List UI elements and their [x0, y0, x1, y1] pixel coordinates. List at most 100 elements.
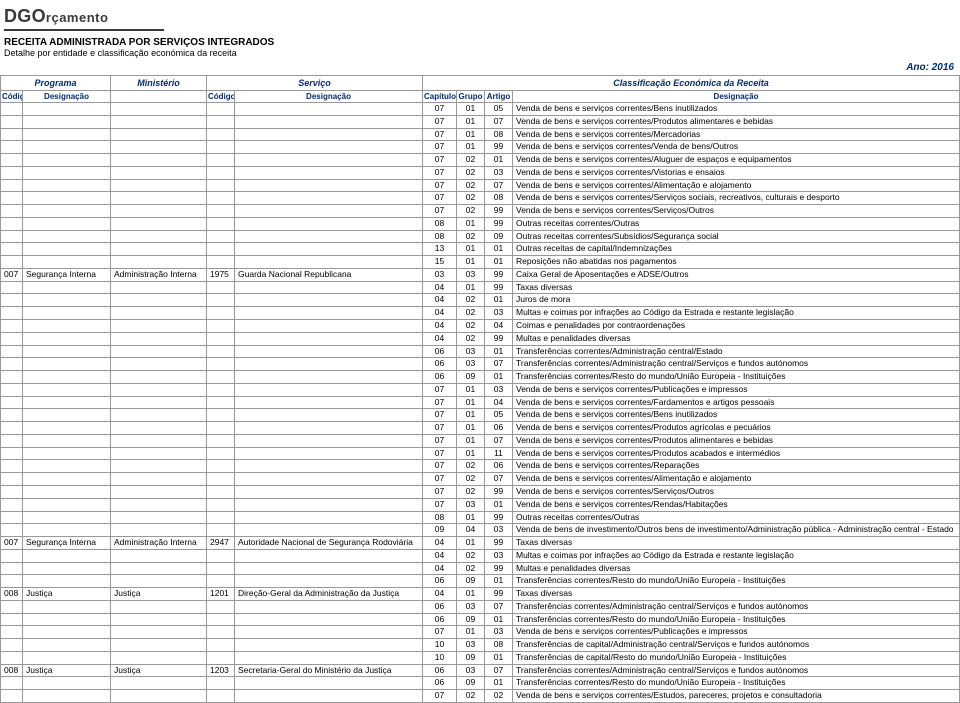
- table-cell: [1, 396, 23, 409]
- table-cell: [111, 524, 207, 537]
- table-row: 040203Multas e coimas por infrações ao C…: [1, 307, 960, 320]
- table-row: 070206Venda de bens e serviços correntes…: [1, 460, 960, 473]
- table-cell: 07: [485, 115, 513, 128]
- group-header-row: Programa Ministério Serviço Classificaçã…: [1, 76, 960, 91]
- table-cell: [235, 154, 423, 167]
- table-cell: [207, 192, 235, 205]
- table-cell: [207, 409, 235, 422]
- table-cell: 01: [457, 383, 485, 396]
- table-cell: [23, 154, 111, 167]
- table-row: 060307Transferências correntes/Administr…: [1, 358, 960, 371]
- th-capitulo: Capítulo: [423, 91, 457, 103]
- table-cell: [23, 549, 111, 562]
- table-cell: 007: [1, 537, 23, 550]
- table-cell: [23, 332, 111, 345]
- table-row: 150101Reposições não abatidas nos pagame…: [1, 256, 960, 269]
- table-row: 070199Venda de bens e serviços correntes…: [1, 141, 960, 154]
- table-cell: 05: [485, 103, 513, 116]
- table-cell: 99: [485, 205, 513, 218]
- table-cell: 04: [423, 562, 457, 575]
- table-cell: [207, 307, 235, 320]
- table-cell: [111, 166, 207, 179]
- table-cell: 06: [423, 575, 457, 588]
- table-cell: 04: [457, 524, 485, 537]
- table-cell: Administração Interna: [111, 268, 207, 281]
- table-cell: [235, 511, 423, 524]
- table-cell: [207, 383, 235, 396]
- table-row: 060901Transferências correntes/Resto do …: [1, 613, 960, 626]
- col-header-row: Código Designação Código Designação Capí…: [1, 91, 960, 103]
- table-cell: 02: [457, 485, 485, 498]
- table-row: 070202Venda de bens e serviços correntes…: [1, 690, 960, 703]
- table-cell: [1, 409, 23, 422]
- table-row: 060901Transferências correntes/Resto do …: [1, 371, 960, 384]
- table-cell: 02: [457, 549, 485, 562]
- table-cell: [111, 600, 207, 613]
- table-row: 070107Venda de bens e serviços correntes…: [1, 115, 960, 128]
- table-cell: [1, 205, 23, 218]
- table-cell: [111, 498, 207, 511]
- table-cell: [207, 626, 235, 639]
- table-cell: Venda de bens e serviços correntes/Produ…: [513, 447, 960, 460]
- table-cell: [1, 677, 23, 690]
- table-cell: Segurança Interna: [23, 268, 111, 281]
- table-cell: Outras receitas correntes/Subsídios/Segu…: [513, 230, 960, 243]
- table-cell: [23, 243, 111, 256]
- table-row: 070108Venda de bens e serviços correntes…: [1, 128, 960, 141]
- table-cell: [23, 600, 111, 613]
- table-cell: [235, 320, 423, 333]
- table-cell: [1, 575, 23, 588]
- table-cell: [235, 281, 423, 294]
- table-cell: Venda de bens e serviços correntes/Servi…: [513, 205, 960, 218]
- table-cell: 01: [485, 613, 513, 626]
- table-cell: [111, 320, 207, 333]
- table-cell: [207, 562, 235, 575]
- table-cell: [235, 192, 423, 205]
- table-cell: [235, 639, 423, 652]
- table-cell: 07: [423, 128, 457, 141]
- table-cell: [111, 179, 207, 192]
- table-cell: [23, 371, 111, 384]
- table-cell: [111, 690, 207, 703]
- table-cell: [207, 460, 235, 473]
- table-cell: [1, 332, 23, 345]
- table-cell: Justiça: [23, 664, 111, 677]
- table-cell: [111, 243, 207, 256]
- table-cell: 08: [423, 511, 457, 524]
- table-cell: [207, 447, 235, 460]
- table-cell: [235, 205, 423, 218]
- table-cell: [23, 307, 111, 320]
- table-cell: [111, 396, 207, 409]
- table-row: 090403Venda de bens de investimento/Outr…: [1, 524, 960, 537]
- table-cell: 07: [423, 192, 457, 205]
- table-cell: [111, 422, 207, 435]
- table-cell: 07: [485, 179, 513, 192]
- table-cell: [235, 230, 423, 243]
- table-row: 070299Venda de bens e serviços correntes…: [1, 485, 960, 498]
- table-row: 040299Multas e penalidades diversas: [1, 332, 960, 345]
- table-cell: Venda de bens e serviços correntes/Repar…: [513, 460, 960, 473]
- table-cell: 04: [485, 320, 513, 333]
- table-cell: Guarda Nacional Republicana: [235, 268, 423, 281]
- table-cell: 99: [485, 588, 513, 601]
- table-cell: [235, 434, 423, 447]
- table-cell: [23, 409, 111, 422]
- table-cell: 01: [457, 128, 485, 141]
- table-row: 040203Multas e coimas por infrações ao C…: [1, 549, 960, 562]
- table-cell: [111, 575, 207, 588]
- th-prog-codigo: Código: [1, 91, 23, 103]
- table-cell: [235, 447, 423, 460]
- table-cell: [235, 345, 423, 358]
- table-cell: 99: [485, 485, 513, 498]
- table-cell: 02: [457, 179, 485, 192]
- table-row: 070111Venda de bens e serviços correntes…: [1, 447, 960, 460]
- table-cell: [235, 562, 423, 575]
- table-cell: 99: [485, 141, 513, 154]
- table-cell: 06: [423, 345, 457, 358]
- table-cell: [235, 166, 423, 179]
- table-cell: [207, 651, 235, 664]
- table-cell: Venda de bens e serviços correntes/Bens …: [513, 409, 960, 422]
- table-row: 070207Venda de bens e serviços correntes…: [1, 179, 960, 192]
- table-row: 040299Multas e penalidades diversas: [1, 562, 960, 575]
- table-cell: [1, 294, 23, 307]
